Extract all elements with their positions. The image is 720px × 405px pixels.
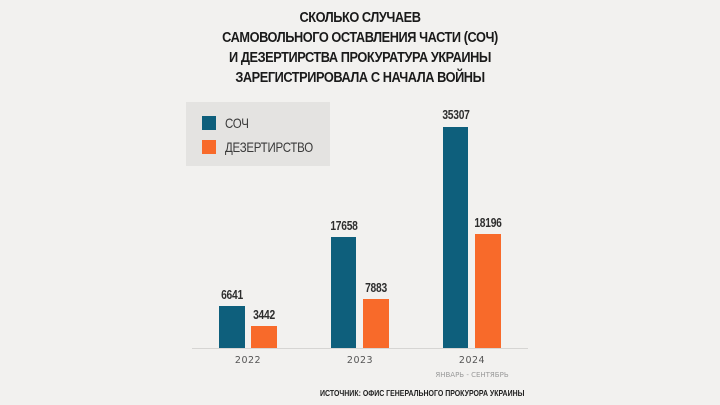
legend-label-soch: СОЧ	[225, 115, 249, 131]
x-tick-2023: 2023	[346, 355, 374, 366]
x-axis-line	[192, 348, 528, 349]
bar-2022-desertion	[251, 326, 277, 348]
source-note: ИСТОЧНИК: ОФИС ГЕНЕРАЛЬНОГО ПРОКУРОРА УК…	[320, 388, 525, 398]
x-tick-2022: 2022	[234, 355, 262, 366]
bar-2022-soch	[219, 306, 245, 348]
legend-swatch-soch	[202, 116, 216, 130]
legend-item-soch: СОЧ	[202, 113, 254, 133]
legend-item-desertion: ДЕЗЕРТИРСТВО	[202, 137, 332, 157]
title-line-3: И ДЕЗЕРТИРСТВА ПРОКУРАТУРА УКРАИНЫ	[229, 50, 491, 66]
legend-label-desertion: ДЕЗЕРТИРСТВО	[225, 139, 313, 155]
value-label-2022-soch: 6641	[221, 288, 243, 302]
bar-2023-soch	[331, 237, 356, 348]
x-tick-2024: 2024	[458, 355, 486, 366]
value-label-2024-soch: 35307	[442, 108, 470, 122]
value-label-2023-soch: 17658	[330, 219, 358, 233]
bar-2024-desertion	[475, 234, 501, 348]
x-tick-2024-sublabel: ЯНВАРЬ - СЕНТЯБРЬ	[435, 371, 509, 379]
bar-2024-soch	[443, 127, 468, 348]
title-line-2: САМОВОЛЬНОГО ОСТАВЛЕНИЯ ЧАСТИ (СОЧ)	[222, 30, 498, 46]
bar-2023-desertion	[363, 299, 389, 348]
legend: СОЧ ДЕЗЕРТИРСТВО	[186, 102, 330, 166]
value-label-2022-desertion: 3442	[253, 308, 275, 322]
title-line-4: ЗАРЕГИСТРИРОВАЛА С НАЧАЛА ВОЙНЫ	[235, 70, 485, 86]
value-label-2024-desertion: 18196	[474, 216, 502, 230]
legend-swatch-desertion	[202, 140, 216, 154]
chart-title: СКОЛЬКО СЛУЧАЕВ САМОВОЛЬНОГО ОСТАВЛЕНИЯ …	[43, 8, 677, 88]
value-label-2023-desertion: 7883	[365, 281, 387, 295]
title-line-1: СКОЛЬКО СЛУЧАЕВ	[299, 10, 421, 26]
